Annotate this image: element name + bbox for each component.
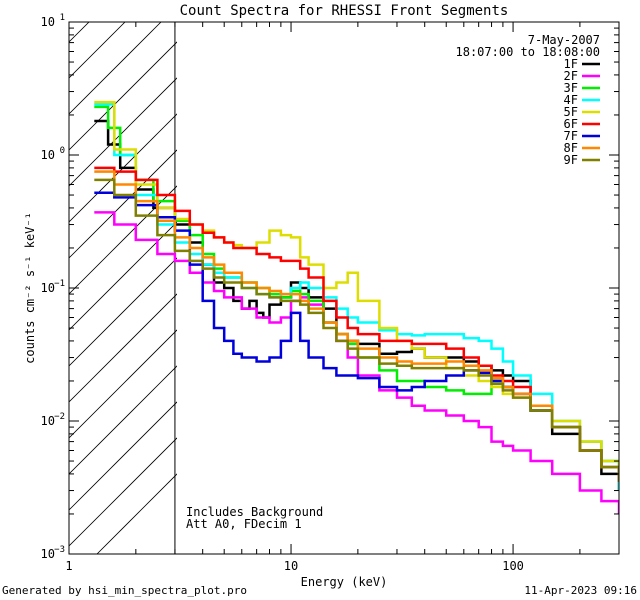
chart-title: Count Spectra for RHESSI Front Segments bbox=[180, 3, 509, 19]
footer-generated-by: Generated by hsi_min_spectra_plot.pro bbox=[2, 584, 247, 597]
y-tick-label: 10 bbox=[41, 281, 55, 295]
x-tick-label: 100 bbox=[502, 559, 524, 573]
hatch-line bbox=[69, 149, 177, 259]
legend-label-3F: 3F bbox=[564, 81, 578, 95]
note-attenuator: Att A0, FDecim 1 bbox=[186, 517, 302, 531]
x-axis-label: Energy (keV) bbox=[301, 575, 388, 589]
hatch-line bbox=[69, 221, 177, 331]
series-group bbox=[94, 100, 619, 514]
y-tick-exponent: −2 bbox=[54, 412, 65, 422]
x-tick-label: 1 bbox=[65, 559, 72, 573]
y-tick-exponent: 0 bbox=[60, 146, 65, 156]
note-background: Includes Background bbox=[186, 505, 323, 519]
footer-timestamp: 11-Apr-2023 09:16 bbox=[524, 584, 637, 597]
hatch-line bbox=[96, 473, 177, 554]
x-tick-label: 10 bbox=[284, 559, 298, 573]
legend-label-6F: 6F bbox=[564, 117, 578, 131]
hatch-line bbox=[69, 329, 177, 439]
legend-label-2F: 2F bbox=[564, 69, 578, 83]
legend-label-5F: 5F bbox=[564, 105, 578, 119]
y-tick-exponent: −1 bbox=[54, 279, 65, 289]
legend-label-7F: 7F bbox=[564, 129, 578, 143]
hatch-line bbox=[69, 41, 177, 151]
y-tick-label: 10 bbox=[41, 15, 55, 29]
time-range-text: 18:07:00 to 18:08:00 bbox=[456, 45, 601, 59]
legend-label-1F: 1F bbox=[564, 57, 578, 71]
legend-label-9F: 9F bbox=[564, 153, 578, 167]
y-axis-label: counts cm⁻² s⁻¹ keV⁻¹ bbox=[23, 212, 37, 364]
hatch-line bbox=[69, 293, 177, 403]
y-tick-label: 10 bbox=[41, 414, 55, 428]
series-line-9F bbox=[94, 178, 619, 482]
series-line-6F bbox=[94, 166, 619, 482]
hatch-line bbox=[69, 77, 177, 187]
legend-label-8F: 8F bbox=[564, 141, 578, 155]
hatch-line bbox=[69, 437, 177, 547]
hatch-line bbox=[69, 401, 177, 511]
series-line-1F bbox=[94, 119, 619, 491]
y-tick-label: 10 bbox=[41, 547, 55, 561]
y-tick-exponent: −3 bbox=[54, 545, 65, 555]
legend-label-4F: 4F bbox=[564, 93, 578, 107]
y-tick-label: 10 bbox=[41, 148, 55, 162]
y-tick-exponent: 1 bbox=[60, 13, 65, 23]
hatch-line bbox=[69, 113, 177, 223]
date-text: 7-May-2007 bbox=[528, 33, 600, 47]
hatch-line bbox=[69, 257, 177, 367]
hatch-line bbox=[69, 365, 177, 475]
